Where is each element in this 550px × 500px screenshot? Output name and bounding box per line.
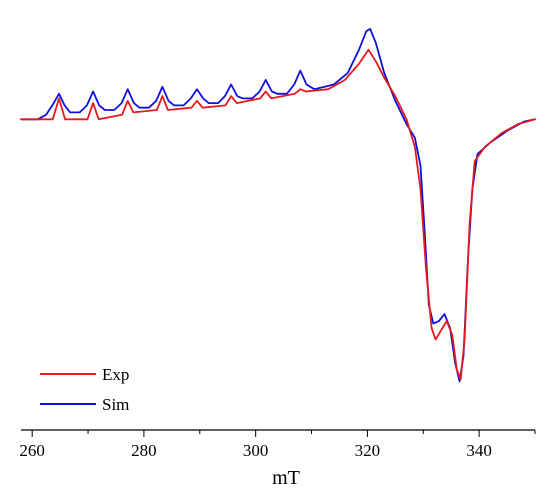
- legend-label-sim: Sim: [102, 395, 129, 414]
- x-tick-label: 280: [131, 441, 157, 460]
- x-axis-ticks: 260 280 300 320 340: [19, 430, 536, 460]
- x-tick-label: 340: [466, 441, 492, 460]
- plot-series-group: [20, 28, 536, 383]
- x-tick-label: 300: [243, 441, 269, 460]
- x-tick-label: 260: [19, 441, 45, 460]
- series-line-sim: [20, 28, 536, 383]
- legend-label-exp: Exp: [102, 365, 129, 384]
- legend: Exp Sim: [40, 365, 129, 414]
- x-axis-label: mT: [272, 467, 300, 489]
- series-line-exp: [20, 48, 536, 380]
- x-tick-label: 320: [355, 441, 381, 460]
